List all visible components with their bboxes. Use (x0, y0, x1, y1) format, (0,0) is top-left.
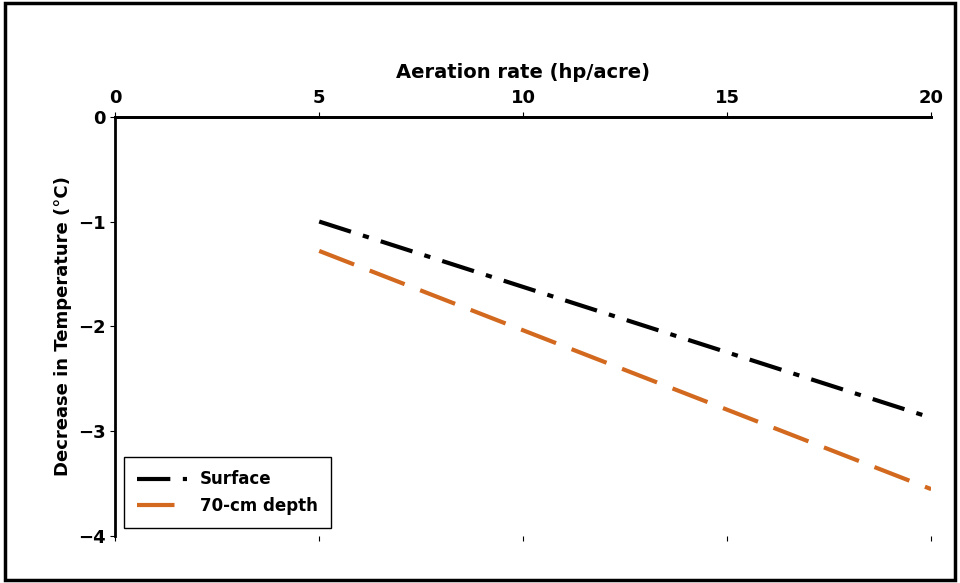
Surface (925, 415, 937, 422)
X-axis label: Aeration rate (hp/acre): Aeration rate (hp/acre) (396, 63, 650, 82)
Surface (313, 218, 324, 225)
Legend: Surface, 70-cm depth: Surface, 70-cm depth (124, 457, 331, 528)
Line: 70-cm depth: 70-cm depth (319, 251, 931, 489)
70-cm depth (313, 247, 324, 254)
70-cm depth (925, 486, 937, 493)
Line: Surface: Surface (319, 222, 931, 418)
Y-axis label: Decrease in Temperature (°C): Decrease in Temperature (°C) (55, 177, 72, 476)
